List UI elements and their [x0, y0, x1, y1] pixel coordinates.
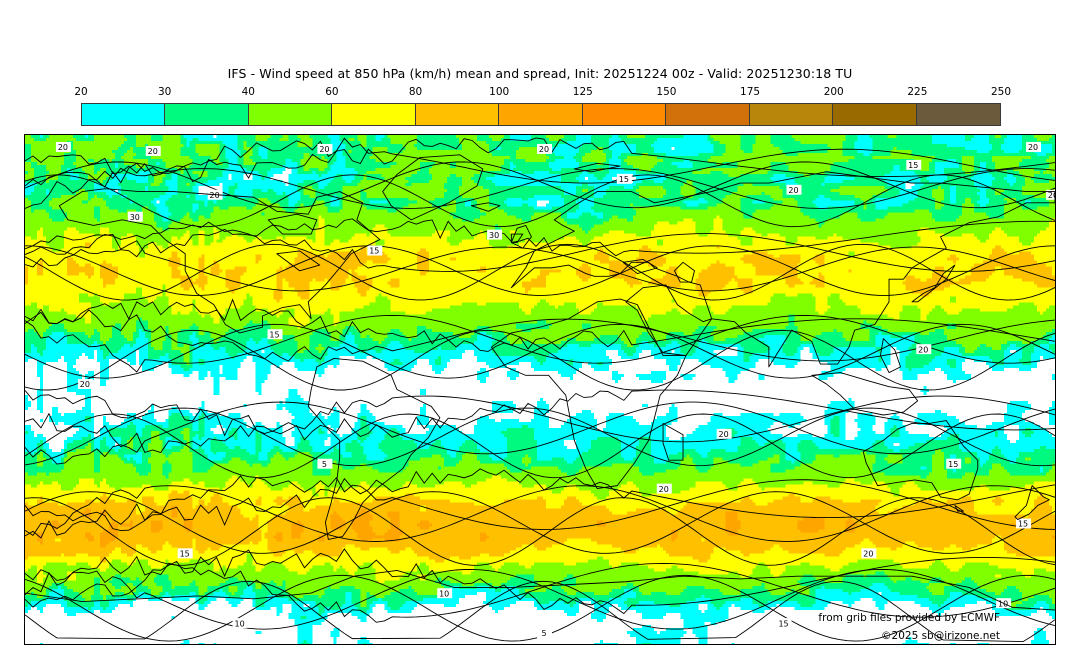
colorbar-swatches — [81, 103, 1001, 126]
wind-speed-shading — [25, 135, 1055, 644]
attribution-source: from grib files provided by ECMWF — [818, 612, 1000, 624]
colorbar-segment — [749, 104, 834, 125]
weather-map-canvas: 2020202015202030152015202020151015155103… — [25, 135, 1055, 644]
colorbar-tick-label: 60 — [325, 86, 339, 98]
colorbar-tick-label: 200 — [823, 86, 844, 98]
colorbar-segment — [833, 104, 917, 125]
colorbar-tick-label: 150 — [656, 86, 677, 98]
page-title: IFS - Wind speed at 850 hPa (km/h) mean … — [227, 66, 853, 81]
colorbar-tick-label: 20 — [74, 86, 88, 98]
colorbar-segment — [582, 104, 667, 125]
colorbar-tick-label: 175 — [740, 86, 761, 98]
colorbar-tick-labels: 20 30 40 60 80 100 125 150 175 200 225 250 — [74, 86, 1011, 102]
colorbar-segment — [415, 104, 500, 125]
colorbar-tick-label: 125 — [572, 86, 593, 98]
colorbar-segment — [666, 104, 750, 125]
coastlines — [25, 154, 1055, 611]
colorbar-tick-label: 30 — [157, 86, 172, 98]
colorbar-legend: 20 30 40 60 80 100 125 150 175 200 225 250 — [74, 86, 1011, 128]
colorbar-segment — [332, 104, 416, 125]
colorbar-segment — [82, 104, 166, 125]
colorbar-tick-label: 40 — [241, 86, 255, 98]
colorbar-tick-label: 80 — [408, 86, 423, 98]
colorbar-tick-label: 100 — [489, 86, 510, 98]
colorbar-segment — [248, 104, 333, 125]
colorbar-segment — [916, 104, 1000, 125]
colorbar-segment — [499, 104, 583, 125]
colorbar-segment — [165, 104, 249, 125]
colorbar-tick-label: 250 — [990, 86, 1012, 98]
attribution-copyright: ©2025 sb@irizone.net — [881, 630, 1000, 642]
colorbar-tick-label: 225 — [907, 86, 928, 98]
map-plot-area[interactable]: 2020202015202030152015202020151015155103… — [24, 134, 1056, 645]
